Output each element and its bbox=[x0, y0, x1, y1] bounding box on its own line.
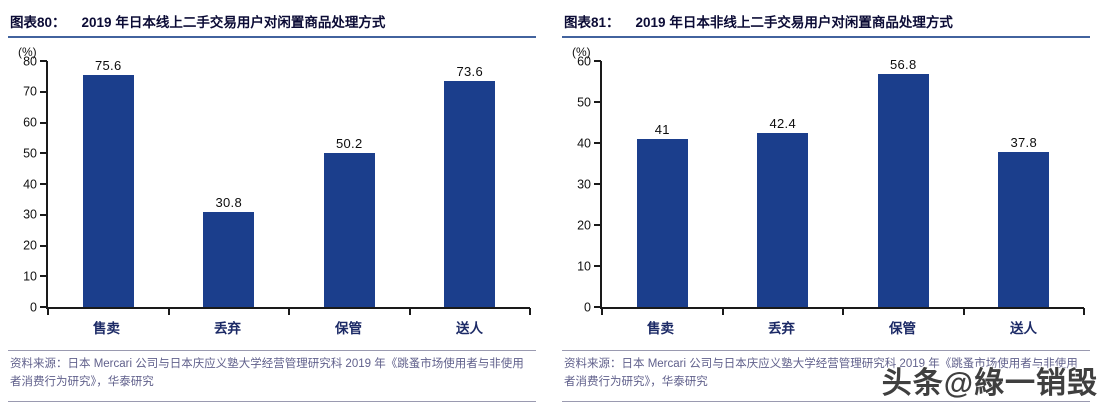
x-tick-mark bbox=[529, 308, 531, 315]
y-tick-mark bbox=[40, 183, 47, 185]
y-tick-mark bbox=[40, 152, 47, 155]
y-tick-mark bbox=[40, 275, 47, 278]
bar-slot: 50.2 bbox=[289, 61, 410, 307]
bar-slot: 73.6 bbox=[410, 61, 531, 307]
x-category-label: 丢弃 bbox=[768, 321, 795, 336]
bar bbox=[203, 212, 255, 307]
bar-slot: 37.8 bbox=[964, 61, 1085, 307]
x-category-label: 送人 bbox=[456, 321, 483, 336]
bar-slot: 56.8 bbox=[843, 57, 964, 307]
x-category-label: 保管 bbox=[889, 321, 916, 336]
bar-value-label: 42.4 bbox=[769, 116, 796, 132]
bar-slot: 42.4 bbox=[723, 61, 844, 307]
y-tick-label: 30 bbox=[23, 207, 37, 222]
bar bbox=[636, 138, 688, 307]
y-tick-mark bbox=[594, 224, 601, 226]
figure-81-header: 图表81： 2019 年日本非线上二手交易用户对闲置商品处理方式 bbox=[562, 8, 1090, 38]
y-tick-mark bbox=[40, 60, 47, 62]
bar bbox=[444, 80, 496, 307]
y-tick-label: 0 bbox=[584, 299, 591, 314]
bar-value-label: 56.8 bbox=[889, 57, 917, 73]
y-tick-label: 70 bbox=[23, 84, 37, 99]
y-tick-label: 30 bbox=[577, 176, 591, 191]
bar bbox=[757, 133, 809, 307]
x-tick-mark bbox=[721, 308, 724, 315]
x-tick-mark bbox=[288, 308, 290, 315]
y-tick-mark bbox=[594, 183, 601, 185]
x-tick-mark bbox=[408, 308, 411, 315]
bar-value-label: 30.8 bbox=[215, 195, 242, 211]
y-tick-mark bbox=[594, 60, 601, 62]
bar bbox=[998, 152, 1050, 307]
bar-value-label: 50.2 bbox=[335, 135, 363, 151]
y-tick-mark bbox=[594, 306, 601, 308]
y-tick-mark bbox=[594, 101, 601, 103]
y-tick-label: 10 bbox=[577, 258, 591, 273]
source-note: 资料来源：日本 Mercari 公司与日本庆应义塾大学经营管理研究科 2019 … bbox=[562, 350, 1090, 402]
y-tick-label: 40 bbox=[577, 135, 591, 150]
bar-slot: 41 bbox=[602, 61, 723, 307]
figure-81-chart: (%) 0 10 20 30 40 50 60 41 42.4 56.8 37.8 售卖 丢弃 保管 送… bbox=[562, 45, 1090, 337]
bar-plot-area: 75.6 30.8 50.2 73.6 bbox=[40, 57, 531, 315]
x-category-label: 售卖 bbox=[93, 321, 120, 336]
y-tick-label: 40 bbox=[23, 176, 37, 191]
y-tick-label: 0 bbox=[30, 299, 37, 314]
y-tick-label: 60 bbox=[23, 115, 37, 130]
y-axis-unit-label: (%) bbox=[18, 45, 37, 59]
y-axis-labels: 0 10 20 30 40 50 60 bbox=[562, 55, 600, 313]
x-axis-labels: 售卖 丢弃 保管 送人 bbox=[46, 309, 530, 337]
figure-81-panel: 图表81： 2019 年日本非线上二手交易用户对闲置商品处理方式 (%) 0 10… bbox=[562, 8, 1090, 402]
figure-81-label: 图表81： bbox=[564, 15, 620, 30]
y-tick-label: 50 bbox=[23, 146, 37, 160]
y-tick-mark bbox=[40, 244, 47, 247]
bar-value-label: 41 bbox=[654, 121, 670, 137]
x-tick-mark bbox=[47, 308, 49, 315]
bar bbox=[82, 74, 134, 307]
y-tick-mark bbox=[40, 90, 47, 93]
y-tick-mark bbox=[40, 121, 47, 124]
y-tick-mark bbox=[40, 306, 47, 308]
x-category-label: 保管 bbox=[335, 321, 362, 336]
x-tick-mark bbox=[1083, 308, 1085, 315]
x-axis-labels: 售卖 丢弃 保管 送人 bbox=[600, 309, 1084, 337]
x-tick-mark bbox=[962, 308, 965, 315]
bar bbox=[323, 152, 375, 307]
x-category-label: 送人 bbox=[1010, 321, 1037, 336]
x-category-label: 丢弃 bbox=[214, 321, 241, 336]
figure-80-title: 2019 年日本线上二手交易用户对闲置商品处理方式 bbox=[81, 15, 386, 30]
x-tick-mark bbox=[167, 308, 170, 315]
y-tick-mark bbox=[594, 142, 601, 144]
y-tick-mark bbox=[40, 213, 47, 216]
bar-slot: 75.6 bbox=[48, 57, 169, 307]
figure-80-label: 图表80： bbox=[10, 15, 66, 30]
bar-value-label: 37.8 bbox=[1010, 135, 1037, 151]
y-tick-label: 60 bbox=[577, 53, 591, 68]
figure-80-chart: (%) 0 10 20 30 40 50 60 70 80 75.6 30.8 50.2 73.6 售… bbox=[8, 45, 536, 337]
x-category-label: 售卖 bbox=[647, 321, 674, 336]
plot-row: 0 10 20 30 40 50 60 70 80 75.6 30.8 50.2 73.6 bbox=[8, 55, 531, 315]
y-tick-label: 80 bbox=[23, 53, 37, 68]
y-tick-label: 50 bbox=[577, 94, 591, 109]
watermark: 头条@綠一销毁 bbox=[881, 367, 1098, 400]
y-tick-label: 20 bbox=[577, 217, 591, 232]
figure-81-title: 2019 年日本非线上二手交易用户对闲置商品处理方式 bbox=[635, 15, 953, 30]
bar-slot: 30.8 bbox=[169, 61, 290, 307]
source-note: 资料来源：日本 Mercari 公司与日本庆应义塾大学经营管理研究科 2019 … bbox=[8, 350, 536, 402]
y-tick-label: 20 bbox=[23, 238, 37, 253]
bar bbox=[877, 74, 929, 307]
bar-plot-area: 41 42.4 56.8 37.8 bbox=[594, 57, 1085, 315]
y-axis-labels: 0 10 20 30 40 50 60 70 80 bbox=[8, 55, 46, 313]
x-tick-mark bbox=[842, 308, 844, 315]
y-tick-mark bbox=[594, 265, 601, 267]
plot-row: 0 10 20 30 40 50 60 41 42.4 56.8 37.8 bbox=[562, 55, 1085, 315]
x-tick-mark bbox=[601, 308, 603, 315]
figure-80-header: 图表80： 2019 年日本线上二手交易用户对闲置商品处理方式 bbox=[8, 8, 536, 38]
y-axis-unit-label: (%) bbox=[572, 45, 591, 59]
figure-80-panel: 图表80： 2019 年日本线上二手交易用户对闲置商品处理方式 (%) 0 10 2… bbox=[8, 8, 536, 402]
bar-value-label: 73.6 bbox=[456, 63, 483, 79]
y-tick-label: 10 bbox=[23, 269, 37, 283]
bar-value-label: 75.6 bbox=[94, 57, 122, 73]
